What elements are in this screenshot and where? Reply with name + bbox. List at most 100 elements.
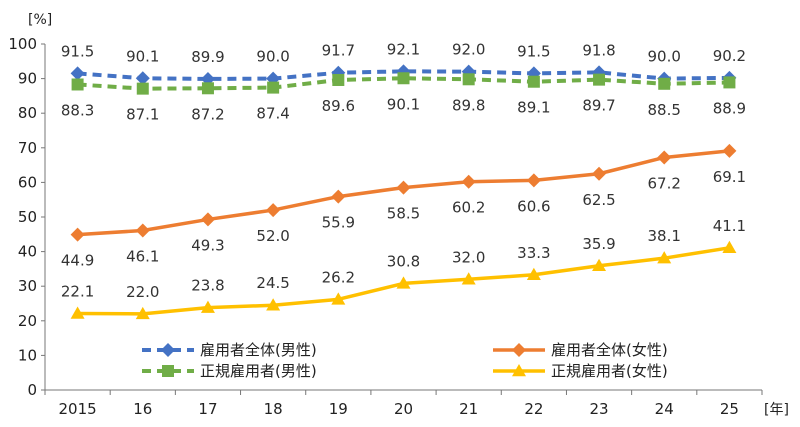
data-label: 89.1: [517, 99, 550, 117]
data-point: [723, 76, 736, 89]
data-point: [332, 73, 345, 86]
data-point: [396, 276, 411, 289]
data-label: 88.3: [61, 101, 94, 119]
y-tick-label: 30: [18, 277, 37, 295]
y-tick-label: 10: [18, 346, 37, 364]
data-point: [512, 343, 526, 357]
legend-item: 雇用者全体(男性): [142, 341, 317, 359]
data-point: [135, 223, 150, 238]
data-label: 33.3: [517, 244, 550, 262]
data-label: 22.0: [126, 283, 159, 301]
series-line: [77, 76, 730, 91]
legend-label: 雇用者全体(男性): [200, 341, 317, 359]
x-tick-label: 24: [655, 400, 674, 418]
legend-label: 正規雇用者(女性): [551, 362, 668, 380]
data-point: [331, 189, 346, 204]
legend-label: 正規雇用者(男性): [200, 362, 317, 380]
data-label: 89.6: [322, 97, 355, 115]
data-label: 90.0: [648, 48, 681, 66]
data-label: 91.5: [517, 42, 550, 60]
data-point: [593, 73, 606, 86]
x-tick-label: 25: [720, 400, 739, 418]
x-tick-label: 2015: [58, 400, 96, 418]
legend-label: 雇用者全体(女性): [551, 341, 668, 359]
data-label: 35.9: [582, 235, 615, 253]
data-point: [331, 292, 346, 305]
data-point: [657, 150, 672, 165]
data-point: [527, 75, 540, 88]
data-label: 91.5: [61, 42, 94, 60]
data-label: 69.1: [713, 168, 746, 186]
data-label: 41.1: [713, 217, 746, 235]
x-unit-label: [年]: [764, 402, 789, 418]
data-point: [657, 251, 672, 264]
legend-item: 正規雇用者(男性): [142, 362, 317, 380]
data-label: 87.1: [126, 106, 159, 124]
data-label: 23.8: [191, 277, 224, 295]
data-label: 89.7: [582, 97, 615, 115]
data-point: [70, 306, 85, 319]
data-label: 91.7: [322, 42, 355, 60]
data-label: 87.4: [256, 105, 289, 123]
data-label: 62.5: [582, 191, 615, 209]
data-label: 44.9: [61, 252, 94, 270]
data-point: [201, 82, 214, 95]
data-point: [70, 227, 85, 242]
data-point: [526, 173, 541, 188]
x-tick-label: 22: [524, 400, 543, 418]
y-tick-label: 70: [18, 139, 37, 157]
series-layer: [70, 64, 737, 320]
data-point: [161, 343, 175, 357]
series-3: [70, 240, 737, 320]
data-label: 88.9: [713, 99, 746, 117]
data-label: 87.2: [191, 105, 224, 123]
data-label: 58.5: [387, 205, 420, 223]
data-point: [70, 66, 85, 81]
data-label: 60.6: [517, 197, 550, 215]
data-label: 38.1: [648, 227, 681, 245]
data-point: [461, 174, 476, 189]
data-point: [162, 365, 174, 377]
y-tick-label: 20: [18, 312, 37, 330]
series-line: [77, 69, 730, 81]
data-point: [461, 272, 476, 285]
data-labels: 91.5 90.1 89.9 90.0 91.7 92.1 92.0 91.5 91.8 90.0…: [61, 40, 746, 301]
data-point: [135, 306, 150, 320]
series-2: [70, 143, 737, 242]
data-label: 52.0: [256, 227, 289, 245]
data-label: 32.0: [452, 248, 485, 266]
y-tick-label: 80: [18, 104, 37, 122]
data-point: [135, 71, 150, 86]
data-point: [722, 240, 737, 254]
data-label: 67.2: [648, 174, 681, 192]
x-tick-label: 19: [329, 400, 348, 418]
y-tick-label: 90: [18, 70, 37, 88]
data-label: 91.8: [582, 41, 615, 59]
data-point: [266, 298, 281, 311]
x-tick-label: 17: [198, 400, 217, 418]
y-tick-label: 0: [27, 381, 37, 399]
data-label: 90.1: [387, 95, 420, 113]
legend-item: 正規雇用者(女性): [493, 362, 668, 380]
y-tick-label: 40: [18, 243, 37, 261]
data-label: 60.2: [452, 199, 485, 217]
y-tick-label: 60: [18, 173, 37, 191]
data-point: [397, 72, 410, 85]
series-1: [71, 72, 736, 95]
data-label: 22.1: [61, 283, 94, 301]
data-label: 89.8: [452, 96, 485, 114]
data-label: 90.0: [256, 48, 289, 66]
data-point: [266, 203, 281, 218]
y-unit-label: [%]: [28, 12, 52, 28]
axes: 0 10 20 30 40 50 60 70 80 90 100 2015 16 17 18 19 20 21 22…: [8, 35, 763, 418]
legend: 雇用者全体(男性) 雇用者全体(女性) 正規雇用者(男性) 正規雇用者(女性): [142, 341, 668, 380]
data-label: 49.3: [191, 236, 224, 254]
data-label: 26.2: [322, 268, 355, 286]
data-point: [200, 300, 215, 313]
x-tick-label: 16: [133, 400, 152, 418]
data-point: [462, 73, 475, 86]
data-label: 92.0: [452, 41, 485, 59]
x-tick-label: 21: [459, 400, 478, 418]
data-label: 92.1: [387, 40, 420, 58]
y-tick-label: 100: [8, 35, 37, 53]
